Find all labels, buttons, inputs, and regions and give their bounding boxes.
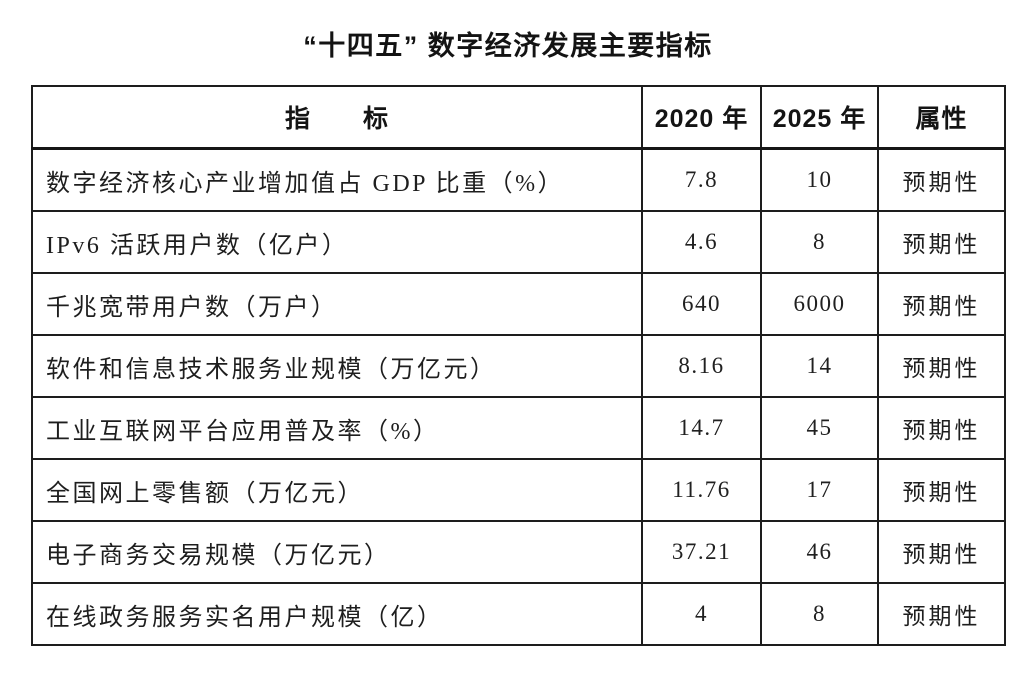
indicator-cell: 在线政务服务实名用户规模（亿）: [31, 582, 643, 646]
value-2025-cell: 10: [760, 147, 879, 212]
table-row: 电子商务交易规模（万亿元） 37.21 46 预期性: [31, 520, 1006, 584]
header-indicator: 指 标: [31, 85, 643, 150]
attribute-cell: 预期性: [877, 147, 1006, 212]
table-row: 软件和信息技术服务业规模（万亿元） 8.16 14 预期性: [31, 334, 1006, 398]
indicator-cell: 数字经济核心产业增加值占 GDP 比重（%）: [31, 147, 643, 212]
indicator-cell: 全国网上零售额（万亿元）: [31, 458, 643, 522]
table-row: 工业互联网平台应用普及率（%） 14.7 45 预期性: [31, 396, 1006, 460]
page-title: “十四五” 数字经济发展主要指标: [303, 31, 713, 61]
attribute-cell: 预期性: [877, 458, 1006, 522]
value-2020-cell: 11.76: [641, 458, 762, 522]
attribute-cell: 预期性: [877, 334, 1006, 398]
value-2025-cell: 8: [760, 210, 879, 274]
indicator-cell: 工业互联网平台应用普及率（%）: [31, 396, 643, 460]
value-2025-cell: 6000: [760, 272, 879, 336]
table-row: 在线政务服务实名用户规模（亿） 4 8 预期性: [31, 582, 1006, 646]
attribute-cell: 预期性: [877, 582, 1006, 646]
table-row: 全国网上零售额（万亿元） 11.76 17 预期性: [31, 458, 1006, 522]
header-year-2025: 2025 年: [760, 85, 879, 150]
header-attribute: 属性: [877, 85, 1006, 150]
table-row: 数字经济核心产业增加值占 GDP 比重（%） 7.8 10 预期性: [31, 147, 1006, 212]
value-2020-cell: 37.21: [641, 520, 762, 584]
indicator-cell: IPv6 活跃用户数（亿户）: [31, 210, 643, 274]
value-2025-cell: 45: [760, 396, 879, 460]
table-row: IPv6 活跃用户数（亿户） 4.6 8 预期性: [31, 210, 1006, 274]
attribute-cell: 预期性: [877, 520, 1006, 584]
value-2020-cell: 4: [641, 582, 762, 646]
value-2020-cell: 4.6: [641, 210, 762, 274]
header-row: 指 标 2020 年 2025 年 属性: [31, 85, 1006, 150]
attribute-cell: 预期性: [877, 396, 1006, 460]
value-2025-cell: 46: [760, 520, 879, 584]
indicator-cell: 电子商务交易规模（万亿元）: [31, 520, 643, 584]
value-2025-cell: 8: [760, 582, 879, 646]
value-2025-cell: 17: [760, 458, 879, 522]
value-2020-cell: 7.8: [641, 147, 762, 212]
value-2020-cell: 14.7: [641, 396, 762, 460]
indicator-cell: 千兆宽带用户数（万户）: [31, 272, 643, 336]
table-row: 千兆宽带用户数（万户） 640 6000 预期性: [31, 272, 1006, 336]
indicator-cell: 软件和信息技术服务业规模（万亿元）: [31, 334, 643, 398]
attribute-cell: 预期性: [877, 210, 1006, 274]
value-2020-cell: 640: [641, 272, 762, 336]
value-2020-cell: 8.16: [641, 334, 762, 398]
attribute-cell: 预期性: [877, 272, 1006, 336]
value-2025-cell: 14: [760, 334, 879, 398]
indicators-table: 指 标 2020 年 2025 年 属性 数字经济核心产业增加值占 GDP 比重…: [31, 85, 1006, 646]
header-year-2020: 2020 年: [641, 85, 762, 150]
